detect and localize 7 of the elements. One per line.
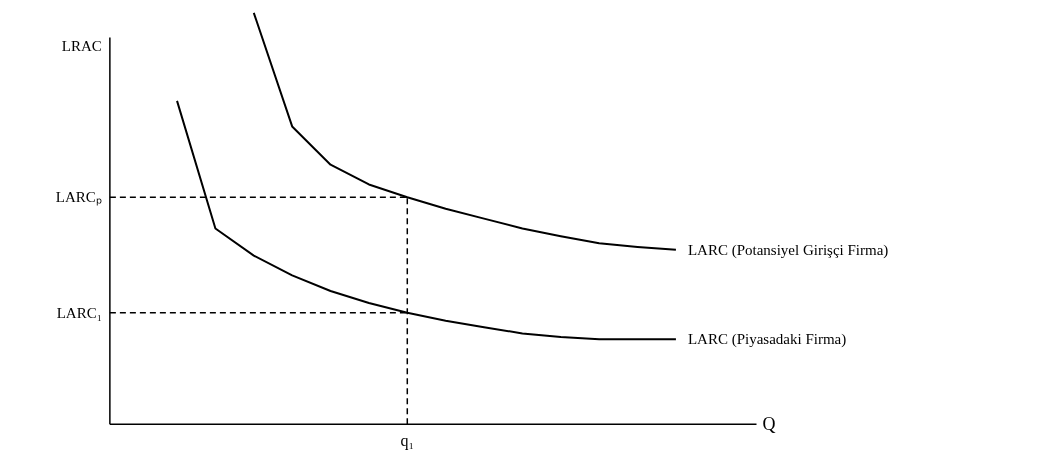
series-label: LARC (Piyasadaki Firma): [687, 331, 847, 349]
ref-line-label: LARCₚ: [55, 189, 102, 207]
y-axis-title: LRAC: [61, 37, 102, 54]
ref-line-label: LARC₁: [56, 304, 102, 321]
text: q₁: [400, 432, 415, 451]
series-label: LARC (Potansiyel Girişçi Firma): [687, 241, 889, 259]
x-axis-title: Q: [762, 414, 776, 435]
